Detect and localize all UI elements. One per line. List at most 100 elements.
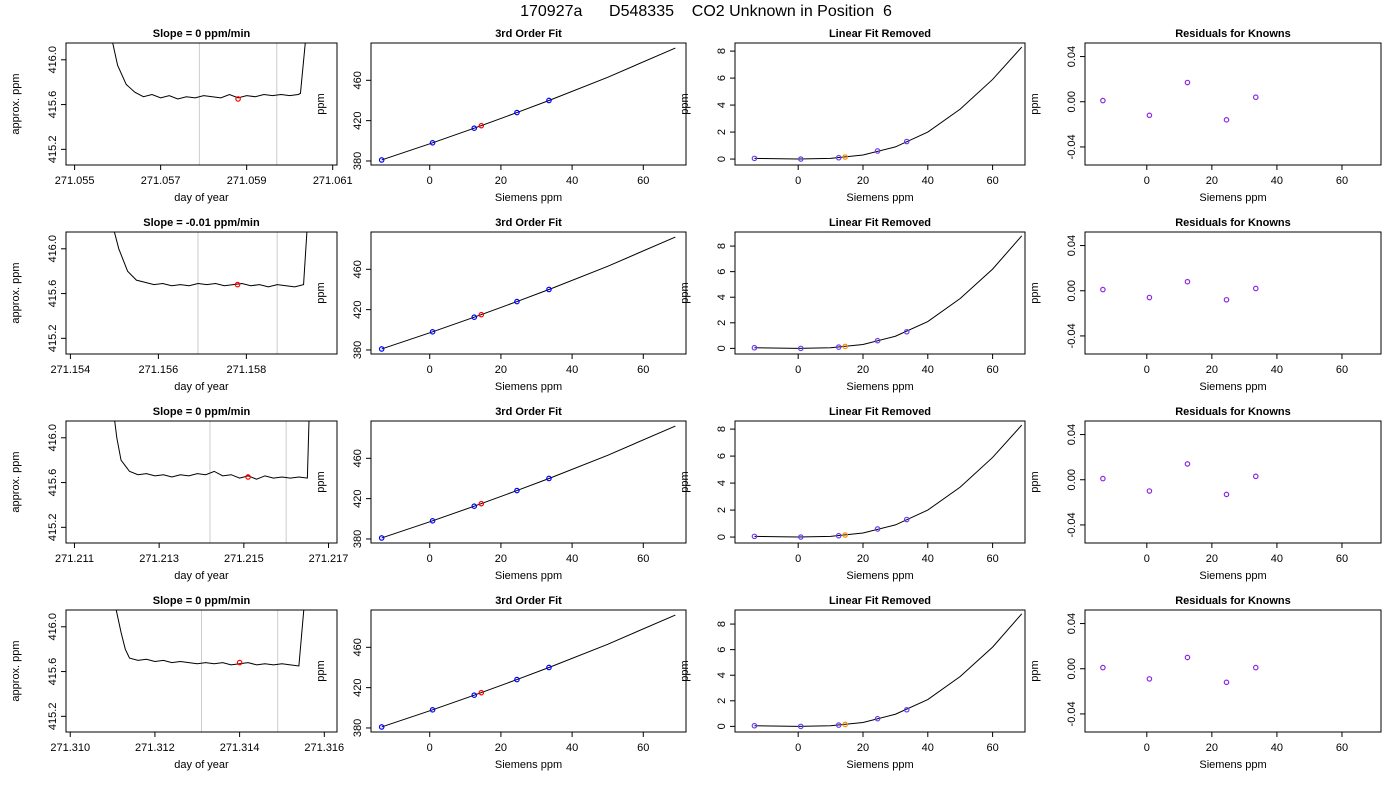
x-tick-label: 60	[1336, 175, 1348, 187]
panel-title: Linear Fit Removed	[829, 595, 931, 607]
plot-frame	[1084, 609, 1382, 733]
x-axis-label: Siemens ppm	[846, 570, 913, 582]
known-point	[1100, 97, 1106, 104]
x-tick-label: 60	[637, 364, 649, 376]
y-tick-label: 4	[716, 294, 728, 300]
y-tick-label: 420	[352, 489, 364, 507]
fit-curve	[754, 235, 1023, 349]
x-axis-label: Siemens ppm	[1199, 192, 1266, 204]
x-tick-label: 40	[566, 175, 578, 187]
unknown-point	[842, 154, 848, 160]
known-point	[471, 692, 478, 698]
known-point	[1146, 294, 1153, 301]
y-tick-label: 6	[716, 647, 728, 653]
plot-frame	[370, 231, 687, 355]
x-tick-label: 271.055	[55, 175, 95, 187]
x-tick-label: 271.057	[141, 175, 181, 187]
known-point	[378, 535, 385, 541]
known-point	[751, 344, 758, 351]
x-axis-label: day of year	[174, 192, 229, 204]
y-tick-label: 8	[716, 243, 728, 249]
x-tick-label: 20	[1206, 553, 1218, 565]
x-tick-label: 271.217	[309, 553, 349, 565]
y-axis-label: approx. ppm	[10, 451, 22, 512]
fit-curve	[754, 424, 1023, 538]
y-axis-label: approx. ppm	[10, 640, 22, 701]
known-point	[1184, 79, 1191, 86]
y-tick-label: 416.0	[47, 613, 59, 641]
y-axis-label: ppm	[1029, 660, 1041, 681]
x-tick-label: 0	[1144, 742, 1150, 754]
x-tick-label: 20	[495, 742, 507, 754]
known-point	[874, 337, 881, 344]
x-tick-label: 0	[1144, 364, 1150, 376]
x-tick-label: 271.211	[55, 553, 94, 565]
y-tick-label: 380	[352, 719, 364, 737]
unknown-point	[842, 343, 848, 350]
x-tick-label: 60	[1336, 364, 1348, 376]
panel: 3rd Order Fit Siemens ppm ppm 0 20 40 60 380 420…	[315, 28, 687, 204]
panel: Linear Fit Removed Siemens ppm ppm 0 20 40 60 0…	[679, 28, 1026, 204]
y-axis-label: ppm	[679, 471, 691, 492]
figure-title: 170927a D548335 CO2 Unknown in Position …	[520, 3, 892, 20]
known-point	[546, 286, 552, 293]
x-tick-label: 60	[986, 742, 998, 754]
known-point	[1146, 676, 1153, 682]
panel-title: Residuals for Knowns	[1175, 28, 1291, 40]
y-tick-label: 8	[716, 621, 728, 627]
panel: Slope = 0 ppm/min day of year approx. ppm 2…	[10, 406, 349, 582]
panel-title: Residuals for Knowns	[1175, 406, 1291, 418]
y-axis-label: ppm	[315, 282, 327, 303]
plot-frame	[370, 42, 687, 166]
x-axis-label: Siemens ppm	[1199, 759, 1266, 771]
panel: Linear Fit Removed Siemens ppm ppm 0 20 40 60 0…	[679, 595, 1026, 771]
x-tick-label: 40	[1271, 742, 1283, 754]
x-tick-label: 60	[637, 553, 649, 565]
y-axis-label: approx. ppm	[10, 262, 22, 323]
x-tick-label: 0	[427, 175, 433, 187]
panel-title: 3rd Order Fit	[495, 595, 562, 607]
y-tick-label: 416.0	[47, 424, 59, 452]
known-point	[903, 138, 910, 145]
x-tick-label: 40	[566, 742, 578, 754]
panel: 3rd Order Fit Siemens ppm ppm 0 20 40 60 380 420…	[315, 217, 687, 393]
y-tick-label: 415.6	[47, 658, 59, 686]
unknown-point	[842, 532, 848, 538]
plot-frame	[1084, 231, 1382, 355]
data-line	[114, 421, 310, 480]
x-tick-label: 40	[922, 175, 934, 187]
known-point	[514, 109, 520, 116]
x-tick-label: 0	[427, 742, 433, 754]
known-point	[1223, 679, 1230, 686]
y-tick-label: 6	[716, 75, 728, 81]
x-tick-label: 40	[1271, 364, 1283, 376]
plot-frame	[65, 231, 338, 355]
y-tick-label: 0.04	[1066, 235, 1078, 256]
y-axis-label: ppm	[315, 471, 327, 492]
known-point	[797, 156, 804, 162]
y-tick-label: 0.04	[1066, 613, 1078, 634]
panel: 3rd Order Fit Siemens ppm ppm 0 20 40 60 380 420…	[315, 595, 687, 771]
x-tick-label: 20	[1206, 742, 1218, 754]
x-axis-label: Siemens ppm	[495, 759, 562, 771]
known-point	[378, 157, 385, 163]
y-axis-label: ppm	[1029, 471, 1041, 492]
unknown-point	[478, 689, 485, 696]
y-tick-label: 380	[352, 530, 364, 548]
x-tick-label: 20	[857, 553, 869, 565]
unknown-point	[236, 659, 243, 666]
known-point	[514, 676, 520, 683]
y-tick-label: 420	[352, 678, 364, 696]
x-tick-label: 20	[1206, 364, 1218, 376]
known-point	[751, 533, 758, 540]
fit-curve	[381, 47, 676, 161]
panel-title: Slope = 0 ppm/min	[153, 406, 251, 418]
y-tick-label: 0	[716, 156, 728, 162]
y-tick-label: 0.00	[1066, 91, 1078, 112]
known-point	[1252, 285, 1259, 292]
y-axis-label: approx. ppm	[10, 73, 22, 134]
x-tick-label: 40	[566, 553, 578, 565]
y-tick-label: 380	[352, 152, 364, 170]
known-point	[1252, 664, 1259, 671]
